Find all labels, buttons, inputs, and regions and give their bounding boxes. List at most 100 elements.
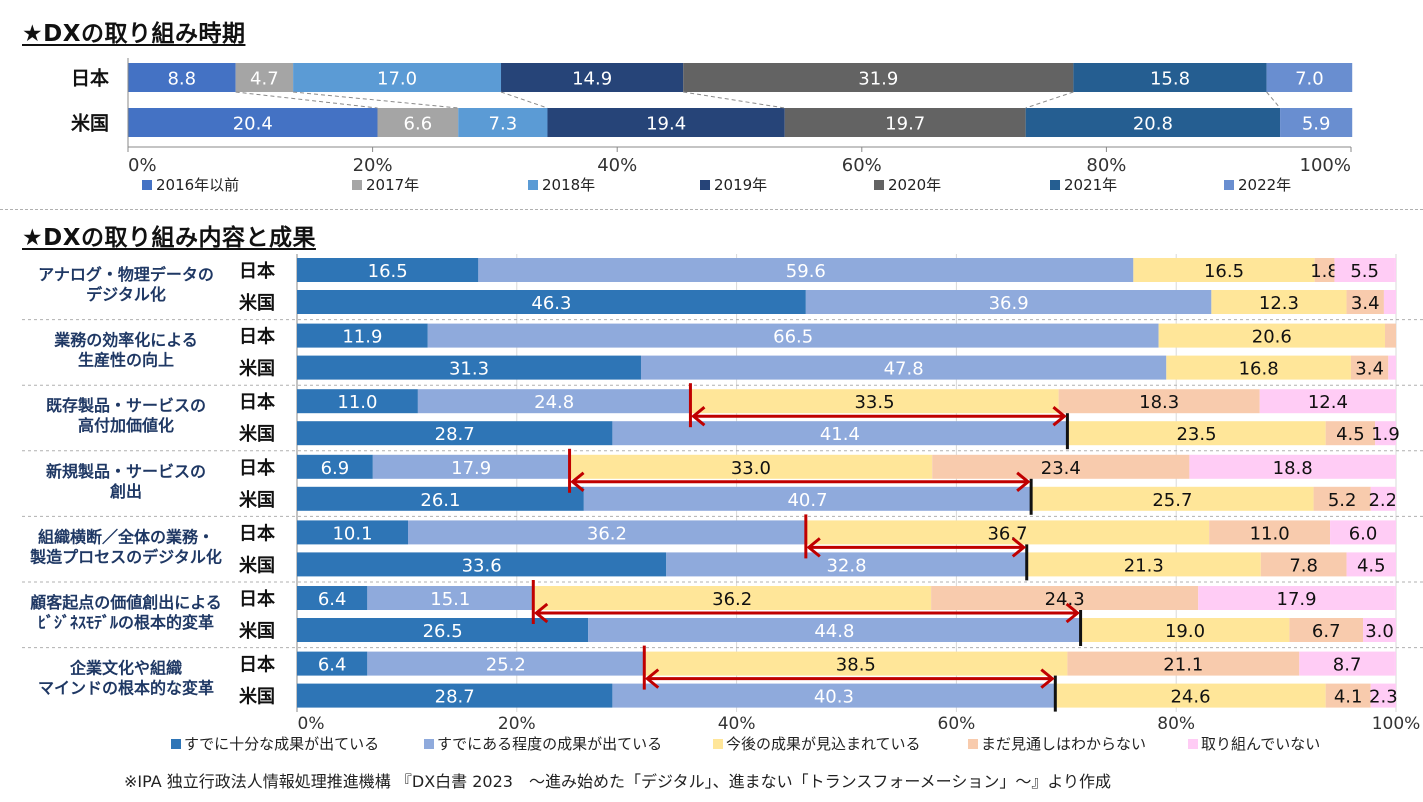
bar-segment bbox=[547, 108, 785, 137]
data-label: 26.1 bbox=[420, 490, 460, 511]
data-label: 14.9 bbox=[572, 69, 612, 90]
bar-segment bbox=[1289, 618, 1364, 642]
bar-segment bbox=[128, 108, 378, 137]
country-label: 日本 bbox=[239, 260, 275, 282]
bar-segment bbox=[297, 355, 641, 380]
data-label: 66.5 bbox=[773, 327, 813, 348]
data-label: 19.0 bbox=[1165, 621, 1205, 642]
data-label: 6.4 bbox=[318, 655, 347, 676]
country-label: 日本 bbox=[239, 326, 275, 348]
bar-segment bbox=[1055, 683, 1326, 708]
legend-label: 2017年 bbox=[366, 176, 419, 194]
data-label: 24.3 bbox=[1045, 589, 1085, 610]
gap-arrow-head-left bbox=[570, 471, 585, 492]
country-label: 米国 bbox=[239, 620, 275, 642]
legend-swatch bbox=[352, 180, 362, 190]
bar-segment bbox=[297, 651, 368, 676]
data-label: 1.8 bbox=[1310, 261, 1339, 282]
data-label: 47.8 bbox=[884, 359, 924, 380]
bar-segment bbox=[683, 63, 1074, 92]
gap-arrow-head-right bbox=[1052, 406, 1067, 427]
gap-arrow-head-left bbox=[644, 668, 660, 689]
bar-segment bbox=[407, 520, 806, 545]
bar-segment bbox=[612, 421, 1068, 446]
data-label: 59.6 bbox=[786, 261, 826, 282]
connector-line bbox=[1266, 91, 1281, 109]
bar-segment bbox=[1383, 290, 1396, 314]
bar-segment bbox=[1334, 258, 1395, 282]
bar-segment bbox=[612, 683, 1056, 708]
data-label: 20.8 bbox=[1133, 114, 1173, 135]
country-label: 日本 bbox=[239, 588, 275, 610]
gap-arrow-head-left bbox=[533, 602, 549, 624]
data-label: 4.5 bbox=[1357, 555, 1386, 576]
x-tick-label: 60% bbox=[938, 714, 976, 734]
data-label: 11.0 bbox=[1250, 523, 1290, 544]
data-label: 19.7 bbox=[885, 114, 925, 135]
bar-segment bbox=[1189, 454, 1396, 479]
bar-segment bbox=[478, 258, 1134, 282]
bar-segment bbox=[235, 63, 294, 92]
group-label: 既存製品・サービスの bbox=[46, 396, 206, 415]
legend-label: 2018年 bbox=[542, 176, 595, 194]
bar-segment bbox=[1080, 618, 1290, 642]
legend-label: まだ見通しはわからない bbox=[981, 735, 1146, 753]
data-label: 36.2 bbox=[587, 523, 627, 544]
bar-segment bbox=[1031, 486, 1314, 511]
data-label: 18.3 bbox=[1139, 392, 1179, 413]
data-label: 36.7 bbox=[987, 523, 1027, 544]
data-label: 5.2 bbox=[1328, 490, 1357, 511]
bar-segment bbox=[1370, 683, 1396, 708]
data-label: 15.8 bbox=[1150, 69, 1190, 90]
legend-label: 取り組んでいない bbox=[1201, 735, 1320, 753]
bar-segment bbox=[297, 618, 589, 642]
bar-segment bbox=[1280, 108, 1353, 137]
data-label: 3.0 bbox=[1365, 621, 1394, 642]
bar-segment bbox=[1346, 290, 1384, 314]
bar-segment bbox=[1067, 421, 1326, 446]
dx-timing-chart: 日本 8.8 4.7 17.0 14.9 31.9 15.8 7.0 米国 20.4 6.6 7.3 1… bbox=[71, 58, 1353, 194]
country-label: 米国 bbox=[239, 686, 275, 708]
gap-arrow-head-left bbox=[806, 537, 821, 558]
bar-segment bbox=[297, 520, 408, 545]
bar-segment bbox=[1394, 486, 1396, 511]
group-label: デジタル化 bbox=[86, 285, 166, 304]
data-label: 16.5 bbox=[368, 261, 408, 282]
x-tick-label: 100% bbox=[1372, 714, 1421, 734]
x-tick-label: 20% bbox=[353, 155, 393, 176]
bar-segment bbox=[128, 63, 236, 92]
bar-segment bbox=[666, 552, 1027, 577]
bar-segment bbox=[417, 389, 691, 414]
gap-arrow-head-right bbox=[1011, 537, 1027, 558]
legend-swatch bbox=[1224, 180, 1234, 190]
data-label: 11.9 bbox=[342, 327, 382, 348]
bar-segment bbox=[293, 63, 502, 92]
connector-line bbox=[235, 91, 378, 109]
group-label: 創出 bbox=[109, 482, 142, 501]
bar-segment bbox=[1026, 552, 1261, 577]
group-label: マインドの根本的な変革 bbox=[38, 679, 214, 698]
bar-segment bbox=[588, 618, 1081, 642]
data-label: 28.7 bbox=[435, 687, 475, 708]
bar-segment bbox=[690, 389, 1059, 414]
data-label: 36.2 bbox=[712, 589, 752, 610]
x-tick-label: 80% bbox=[1086, 155, 1126, 176]
group-label: 企業文化や組織 bbox=[69, 659, 182, 678]
legend-label: 2022年 bbox=[1238, 176, 1291, 194]
bar-segment bbox=[1385, 323, 1396, 348]
bar-segment bbox=[1394, 586, 1396, 610]
legend-swatch bbox=[1050, 180, 1060, 190]
data-label: 5.5 bbox=[1350, 261, 1379, 282]
country-label: 米国 bbox=[239, 423, 275, 445]
country-label: 日本 bbox=[239, 391, 275, 413]
bar-segment bbox=[1394, 651, 1396, 676]
bar-segment bbox=[1314, 258, 1335, 282]
data-label: 2.2 bbox=[1368, 490, 1397, 511]
data-label: 24.6 bbox=[1170, 687, 1210, 708]
x-tick-label: 80% bbox=[1157, 714, 1195, 734]
legend-label: 2019年 bbox=[714, 176, 767, 194]
data-label: 32.8 bbox=[826, 555, 866, 576]
bar-segment bbox=[1058, 389, 1260, 414]
data-label: 4.7 bbox=[250, 69, 279, 90]
bar-segment bbox=[297, 586, 368, 610]
